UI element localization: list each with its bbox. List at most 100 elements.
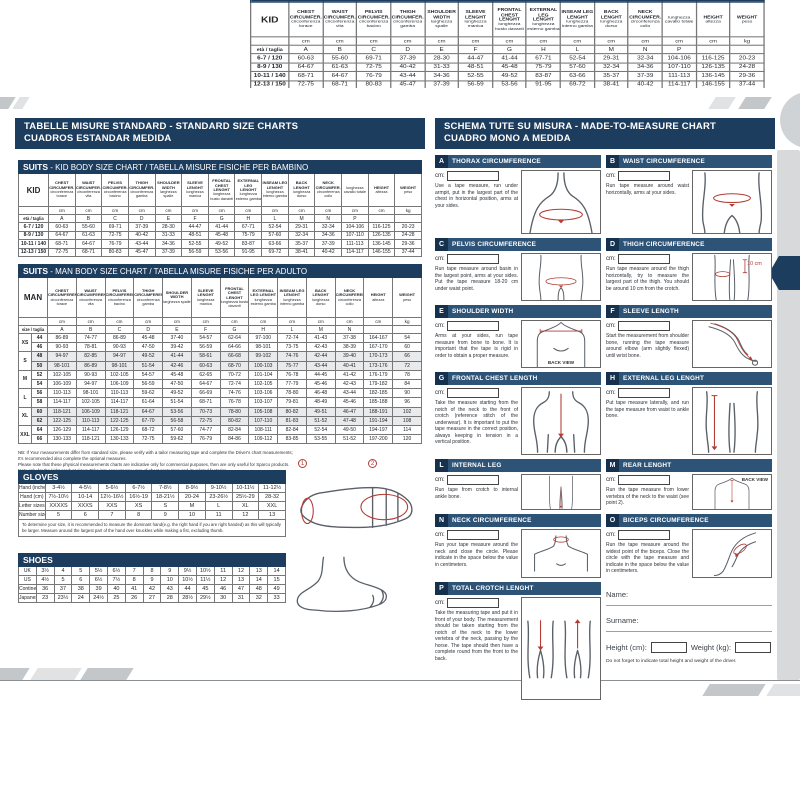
- value-cell: 10½: [178, 575, 197, 585]
- cm-input-box[interactable]: [446, 530, 499, 540]
- weight-input-box[interactable]: [735, 642, 772, 653]
- value-cell: 32: [249, 593, 269, 603]
- cm-input-box[interactable]: [446, 321, 499, 331]
- cm-input-box[interactable]: [617, 321, 670, 331]
- value-cell: 38: [71, 584, 91, 594]
- section-body: cm: Start the measurement from shoulder b…: [606, 318, 772, 368]
- col-header-en: NECK CIRCUMFERENCE: [335, 287, 363, 298]
- value-cell: 105-108: [248, 406, 279, 417]
- letter-cell: E: [162, 325, 192, 334]
- col-header: EXTERNAL LEG LENGHT lunghezza esterno gam…: [248, 277, 279, 318]
- section-body: cm: Use a tape measure, run under armpit,…: [435, 168, 601, 234]
- row-label: Hand (cm): [18, 492, 46, 502]
- value-cell: 63-66: [559, 70, 595, 81]
- value-cell: 76-78: [277, 369, 307, 380]
- cm-input-box[interactable]: [617, 530, 670, 540]
- value-cell: 24: [71, 593, 91, 603]
- surname-field[interactable]: Surname:: [606, 616, 772, 632]
- value-cell: 104-106: [661, 53, 697, 64]
- header-line1: TABELLE MISURE STANDARD - STANDARD SIZE …: [24, 121, 299, 132]
- unit-cell: cm: [277, 317, 307, 326]
- section-letter-badge: N: [435, 514, 448, 527]
- value-cell: 10½: [195, 566, 215, 576]
- letter-cell: F: [457, 44, 494, 55]
- col-header-en: SHOULDER WIDTH: [157, 180, 180, 190]
- value-cell: 34-36: [154, 239, 183, 249]
- value-cell: 72-75: [48, 247, 76, 257]
- value-cell: 37: [53, 584, 73, 594]
- blank: [18, 206, 49, 215]
- col-header-en: WEIGHT: [736, 13, 758, 20]
- value-cell: 41-43: [305, 332, 336, 344]
- cm-input-box[interactable]: [446, 598, 499, 608]
- section-body: cm: Run tape measure around waist horizon…: [606, 168, 772, 234]
- col-header-it: lunghezza dorso: [312, 297, 330, 306]
- value-cell: 40-42: [314, 247, 343, 257]
- cm-input-box[interactable]: [617, 475, 670, 485]
- value-cell: 4: [53, 566, 73, 576]
- value-cell: 106-109: [75, 406, 106, 417]
- unit-cell: cm: [341, 206, 369, 215]
- unit-cell: cm: [74, 206, 103, 215]
- cm-input-box[interactable]: [446, 254, 499, 264]
- value-cell: 51-52: [305, 415, 336, 426]
- bottom-stripe: [80, 668, 134, 680]
- row-label: US: [18, 575, 37, 585]
- section-letter-badge: H: [606, 372, 619, 385]
- value-cell: 38-41: [593, 79, 629, 88]
- value-cell: 60-63: [288, 53, 324, 64]
- value-cell: 57-60: [261, 230, 289, 240]
- header-line2: CUADRO MONO A MEDIDA: [444, 133, 571, 145]
- value-cell: 76-79: [101, 239, 129, 249]
- value-cell: 9: [160, 566, 180, 576]
- section-description: Run the tape measure from lower vertebra…: [606, 487, 689, 506]
- value-cell: 64-66: [219, 342, 250, 353]
- value-cell: 55-60: [322, 53, 358, 64]
- cm-input-box[interactable]: [446, 388, 499, 398]
- value-cell: 57-60: [559, 62, 595, 72]
- cm-input-box[interactable]: [617, 388, 670, 398]
- cm-input-box[interactable]: [617, 254, 670, 264]
- section-title-bar: B WAIST CIRCUMFERENCE: [606, 155, 772, 168]
- value-cell: 197-200: [363, 434, 394, 445]
- value-cell: 7: [98, 510, 126, 520]
- value-cell: 61-63: [322, 62, 358, 72]
- section-description: Run tape from crotch to internal ankle b…: [435, 487, 518, 500]
- col-header: THIGH CIRCUMFER. circonferenza gamba: [390, 1, 426, 38]
- value-cell: 86-89: [104, 332, 135, 344]
- value-cell: 20-23: [729, 53, 765, 64]
- value-cell: 6: [71, 575, 91, 585]
- value-cell: 64-67: [288, 62, 324, 72]
- cm-input-box[interactable]: [446, 475, 499, 485]
- value-cell: 182-185: [363, 388, 394, 399]
- value-cell: 111-113: [661, 70, 697, 81]
- cm-input-box[interactable]: [617, 171, 670, 181]
- section-description: Run your tape measure around the neck an…: [435, 542, 518, 568]
- standard-charts-header: TABELLE MISURE STANDARD - STANDARD SIZE …: [15, 118, 425, 149]
- value-cell: 6: [71, 510, 100, 520]
- sleeve-figure-icon: [692, 320, 772, 368]
- section-title-bar: F SLEEVE LENGTH: [606, 305, 772, 318]
- value-cell: 55-60: [74, 222, 103, 232]
- letter-cell: H: [248, 325, 279, 334]
- value-cell: 49-52: [207, 239, 236, 249]
- height-input-box[interactable]: [650, 642, 687, 653]
- value-cell: 90-93: [104, 342, 135, 353]
- col-header: PELVIS CIRCUMFER. circonferenza bacino: [356, 1, 392, 38]
- cm-input-box[interactable]: [446, 171, 499, 181]
- name-field[interactable]: Name:: [606, 590, 772, 606]
- value-cell: 62-64: [219, 332, 250, 344]
- section-text: cm: Run tape measure around basin in the …: [435, 253, 521, 301]
- value-cell: 72-74: [277, 332, 307, 344]
- row-label: Letter sizes: [18, 501, 46, 511]
- value-cell: 51-54: [162, 397, 192, 408]
- value-cell: 9: [142, 575, 162, 585]
- letter-cell: G: [207, 214, 236, 223]
- table-title-row: SUITS - KID BODY SIZE CHART / TABELLA MI…: [18, 160, 422, 174]
- value-cell: 86-89: [47, 332, 77, 344]
- section-text: cm: Start the measurement from shoulder b…: [606, 320, 692, 368]
- value-cell: 84: [392, 378, 422, 390]
- value-cell: 102-105: [104, 369, 135, 380]
